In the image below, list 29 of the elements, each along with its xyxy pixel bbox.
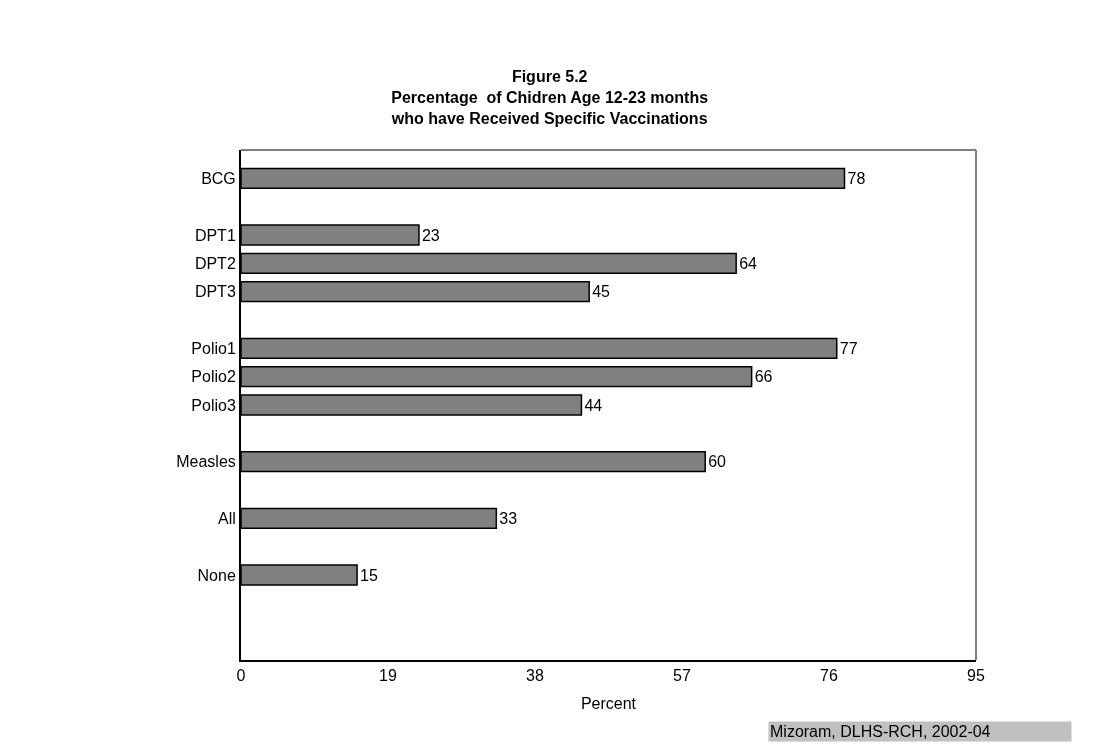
data-label: 64 [739,254,758,272]
data-label: 44 [584,396,603,414]
x-axis-title: Percent [580,695,637,713]
chart-title: Figure 5.2 Percentage of Chidren Age 12-23 months who have Received Specific Vaccinations [390,68,709,127]
y-tick-label: DPT1 [194,226,236,244]
x-tick-label: 95 [967,667,985,685]
y-tick-label: All [218,509,236,527]
data-label: 23 [421,226,440,244]
data-label: 45 [592,283,611,301]
y-tick-label: BCG [201,169,236,187]
y-tick-label: Polio3 [191,396,236,414]
y-tick-label: Polio2 [191,368,236,386]
x-tick-label: 57 [673,667,691,685]
x-tick-label: 0 [236,667,246,685]
y-tick-label: DPT2 [194,254,236,272]
data-label: 78 [847,169,866,187]
text: Mizoram, DLHS-RCH, 2002-04 [770,723,991,740]
data-label: 33 [499,509,518,527]
y-tick-label: None [197,566,236,584]
x-tick-label: 38 [526,667,544,685]
data-label: 60 [708,453,727,471]
y-tick-label: DPT3 [194,283,236,301]
y-tick-label: Measles [176,453,236,471]
x-tick-label: 76 [820,667,838,685]
y-tick-label: Polio1 [191,339,236,357]
data-label: 15 [360,566,378,584]
x-tick-label: 19 [379,667,397,685]
data-label: 66 [754,368,773,386]
data-label: 77 [839,339,858,357]
